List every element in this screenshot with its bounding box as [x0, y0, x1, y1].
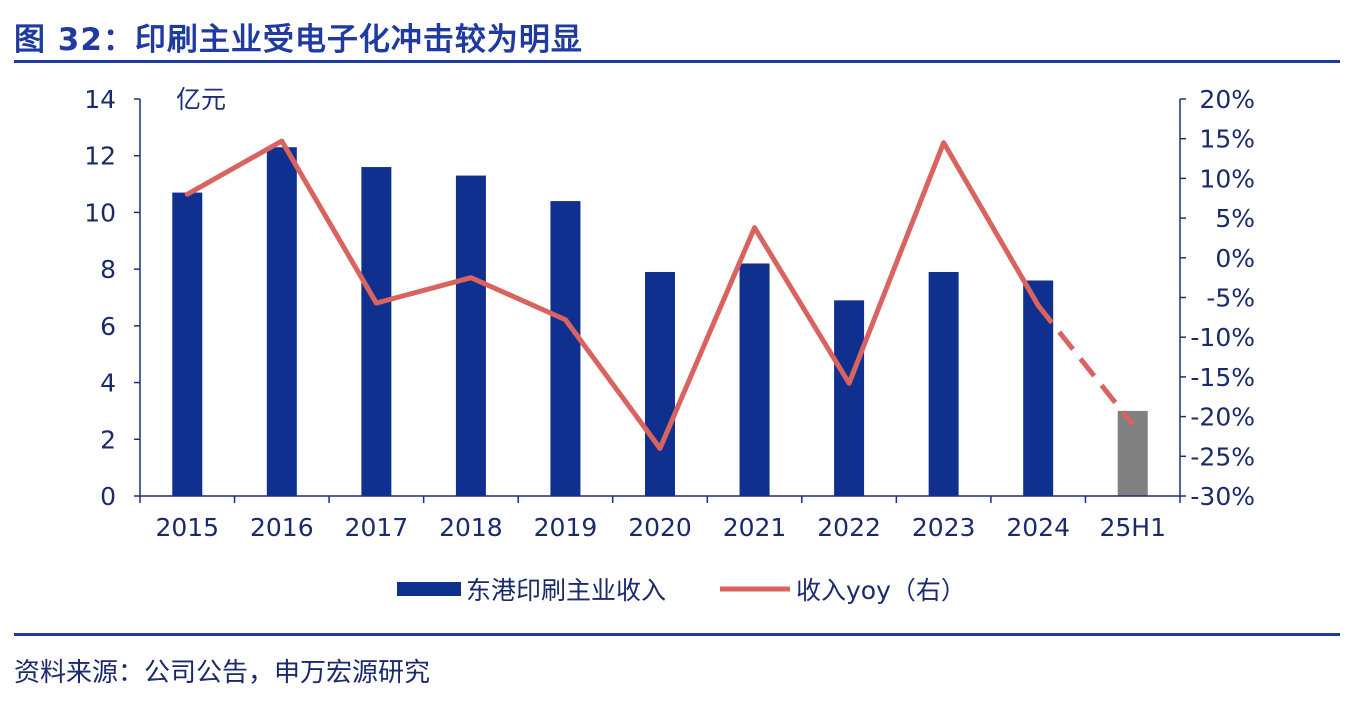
x-axis-label-2016: 2016: [250, 513, 314, 542]
right-axis-tick-label: 0%: [1215, 244, 1255, 273]
x-axis-label-2023: 2023: [912, 513, 976, 542]
bar-2019: [550, 201, 581, 497]
left-axis-tick-label: 2: [100, 425, 116, 454]
legend-line-label: 收入yoy（右）: [796, 576, 966, 605]
left-axis-tick-label: 10: [84, 198, 116, 227]
source-note: 资料来源：公司公告，申万宏源研究: [14, 658, 431, 688]
bar-2021: [739, 263, 770, 496]
bar-2020: [645, 271, 675, 496]
x-axis-label-2015: 2015: [155, 513, 219, 542]
right-axis: -30% -25% -20% -15% -10% -5% 0% 5% 10% 15% 20%: [1179, 85, 1255, 511]
right-axis-tick-label: -15%: [1190, 363, 1255, 392]
footer-rule: [14, 633, 1340, 636]
legend-bar-swatch: [397, 582, 461, 596]
bar-2018: [455, 175, 486, 497]
title-rule: [14, 60, 1340, 63]
x-axis-label-2021: 2021: [723, 513, 787, 542]
x-axis-label-2017: 2017: [345, 513, 409, 542]
chart: 0 2 4 6 8 10 12 14 -30% -25% -20% -15% -10% -5% 0% 5% 1…: [84, 85, 1255, 605]
left-axis-tick-label: 14: [84, 85, 116, 114]
x-axis-label-2018: 2018: [439, 513, 503, 542]
right-axis-tick-label: 5%: [1215, 204, 1255, 233]
bar-2016: [266, 147, 297, 496]
x-axis: 2015 2016 2017 2018 2019 2020 2021 2022 2023 2024…: [139, 495, 1181, 542]
yoy-line-dashed-25H1: [1036, 303, 1135, 427]
legend: 东港印刷主业收入 收入yoy（右）: [397, 576, 966, 605]
yoy-line-series: [184, 138, 1135, 451]
left-axis-tick-label: 4: [100, 369, 116, 398]
left-axis-tick-label: 6: [100, 312, 116, 341]
figure-title: 图 32：印刷主业受电子化冲击较为明显: [14, 22, 583, 58]
legend-bar-label: 东港印刷主业收入: [466, 576, 666, 605]
bar-25H1: [1117, 410, 1148, 496]
bar-2024: [1023, 280, 1054, 496]
x-axis-label-2020: 2020: [628, 513, 692, 542]
left-axis-unit-label: 亿元: [176, 85, 226, 114]
left-axis-tick-label: 0: [100, 482, 116, 511]
bar-2023: [928, 271, 959, 496]
right-axis-tick-label: -5%: [1206, 284, 1255, 313]
left-axis-tick-label: 8: [100, 255, 116, 284]
x-axis-label-2022: 2022: [817, 513, 881, 542]
right-axis-tick-label: 20%: [1199, 85, 1255, 114]
right-axis-tick-label: -10%: [1190, 323, 1255, 352]
x-axis-label-2019: 2019: [534, 513, 598, 542]
right-axis-tick-label: -25%: [1190, 442, 1255, 471]
yoy-line-solid: [184, 138, 1041, 451]
right-axis-tick-label: 15%: [1199, 125, 1255, 154]
right-axis-tick-label: -20%: [1190, 403, 1255, 432]
bar-2017: [361, 167, 392, 497]
x-axis-label-25H1: 25H1: [1099, 513, 1166, 542]
x-axis-label-2024: 2024: [1006, 513, 1070, 542]
left-axis-tick-label: 12: [84, 142, 116, 171]
left-axis: 0 2 4 6 8 10 12 14: [84, 85, 141, 511]
right-axis-tick-label: 10%: [1199, 164, 1255, 193]
right-axis-tick-label: -30%: [1190, 482, 1255, 511]
bar-2015: [172, 192, 203, 497]
bar-2022: [834, 300, 865, 496]
